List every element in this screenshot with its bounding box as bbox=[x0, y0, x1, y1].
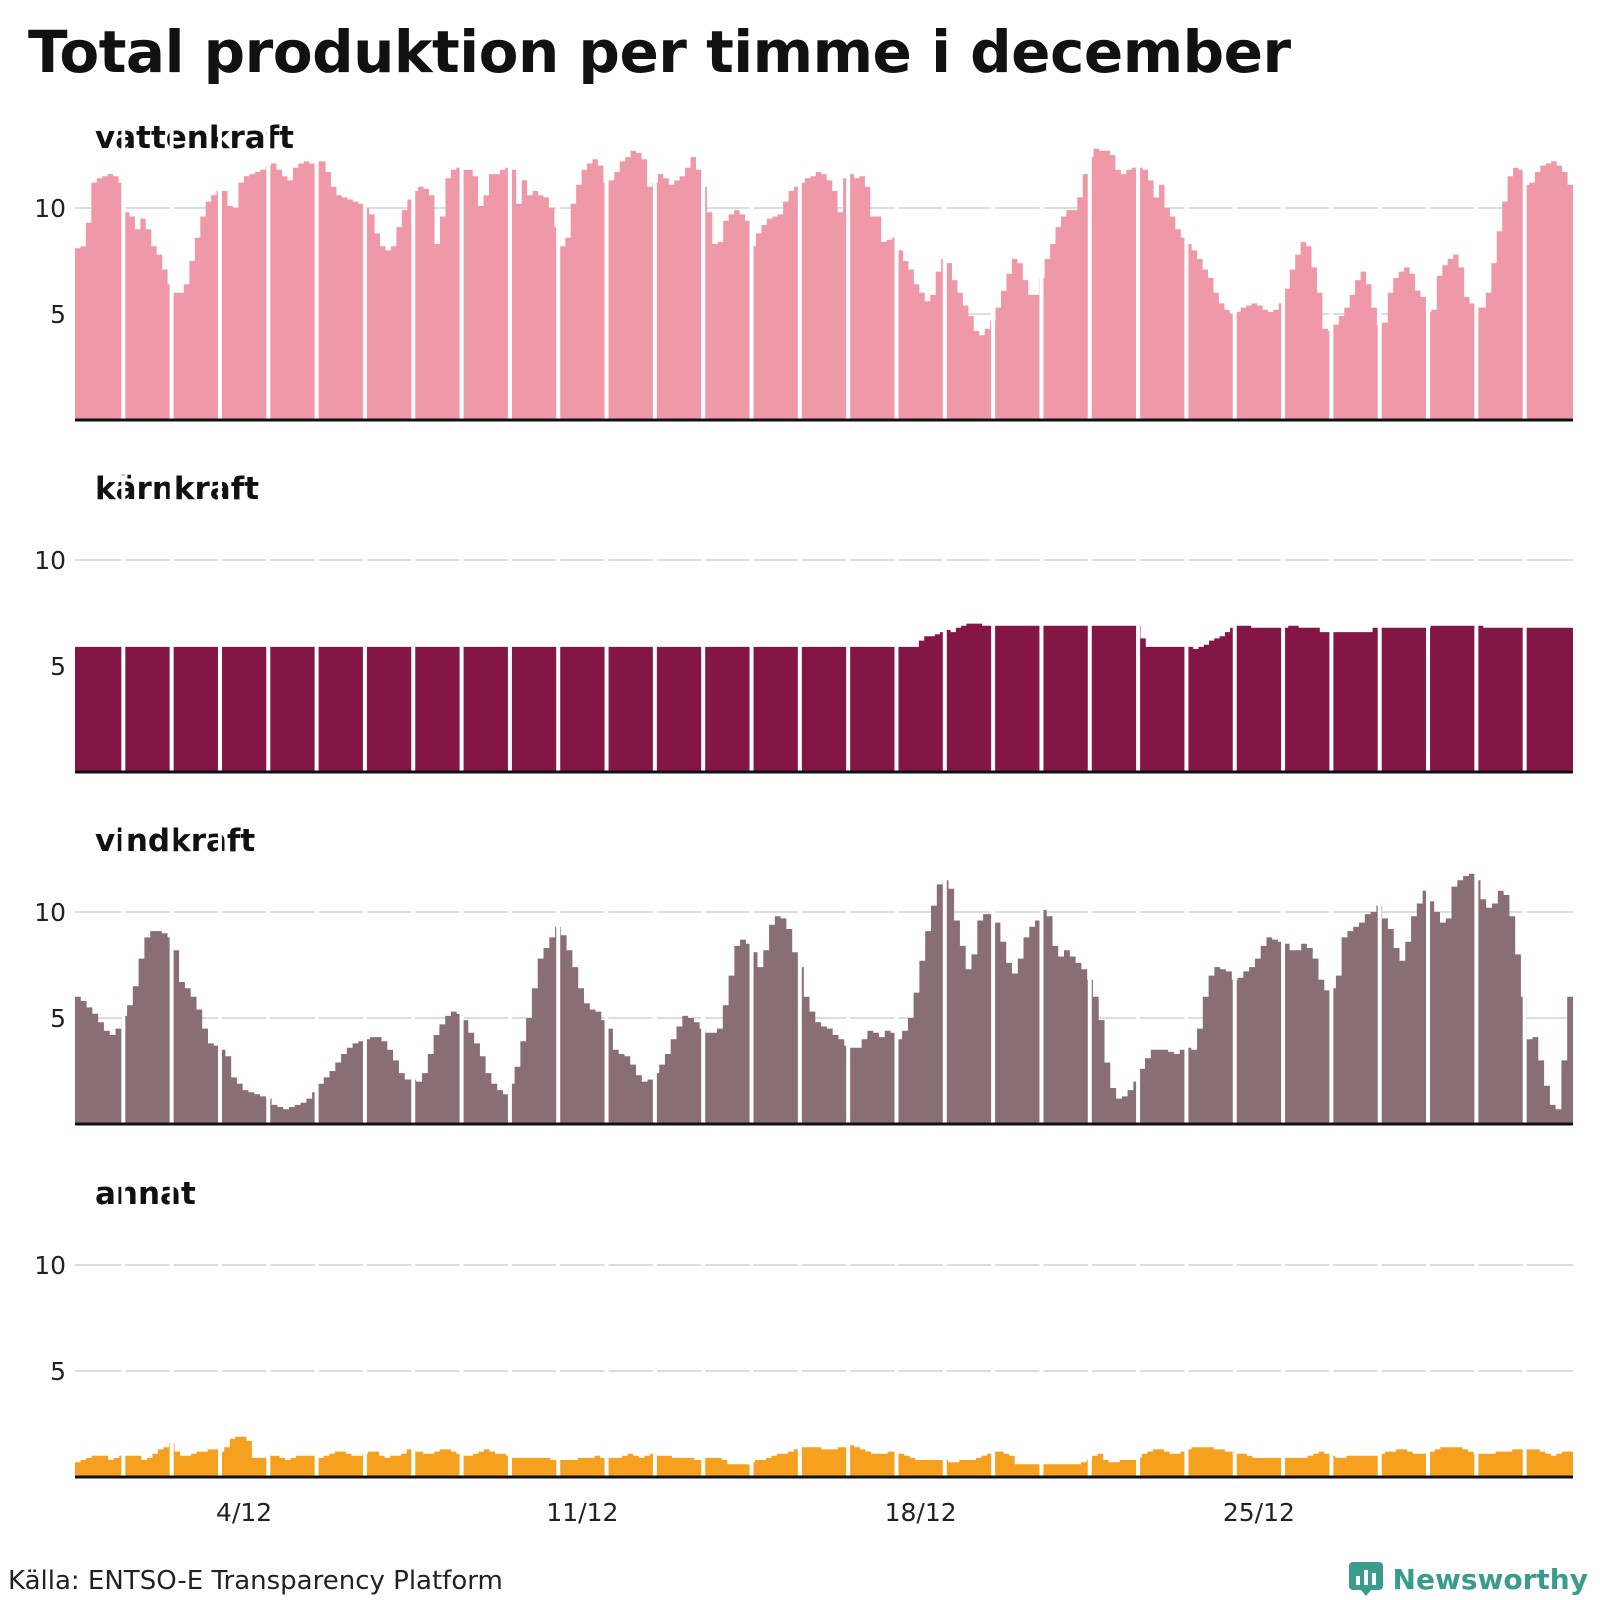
y-tick-label: 5 bbox=[50, 300, 66, 329]
brand-name: Newsworthy bbox=[1392, 1562, 1588, 1596]
series-area-kärnkraft bbox=[75, 623, 1573, 772]
y-tick-label: 5 bbox=[50, 652, 66, 681]
panel-vindkraft: vindkraft 5 10 bbox=[34, 823, 1573, 1126]
x-tick-label: 18/12 bbox=[885, 1498, 957, 1527]
y-tick-label: 10 bbox=[34, 1251, 66, 1280]
x-tick-label: 4/12 bbox=[216, 1498, 272, 1527]
y-tick-label: 5 bbox=[50, 1357, 66, 1386]
y-tick-label: 10 bbox=[34, 194, 66, 223]
series-area-annat bbox=[75, 1436, 1573, 1477]
panel-title: vindkraft bbox=[95, 823, 255, 859]
series-area-vattenkraft bbox=[75, 148, 1573, 420]
panel-vattenkraft: vattenkraft 5 10 bbox=[34, 120, 1573, 422]
y-tick-label: 10 bbox=[34, 898, 66, 927]
source-note: Källa: ENTSO-E Transparency Platform bbox=[8, 1566, 503, 1596]
panel-kärnkraft: kärnkraft 5 10 bbox=[34, 471, 1573, 774]
y-tick-label: 10 bbox=[34, 546, 66, 575]
bar-chart-icon bbox=[1348, 1562, 1383, 1596]
page-title: Total produktion per timme i december bbox=[28, 18, 1291, 86]
x-tick-label: 11/12 bbox=[546, 1498, 618, 1527]
panel-title: kärnkraft bbox=[95, 471, 259, 507]
panel-title: annat bbox=[95, 1176, 196, 1212]
panel-title: vattenkraft bbox=[95, 120, 294, 156]
brand-logo: Newsworthy bbox=[1348, 1562, 1588, 1596]
y-tick-label: 5 bbox=[50, 1004, 66, 1033]
x-tick-label: 25/12 bbox=[1223, 1498, 1295, 1527]
series-area-vindkraft bbox=[75, 873, 1573, 1124]
panel-annat: annat 5 10 bbox=[34, 1176, 1573, 1479]
